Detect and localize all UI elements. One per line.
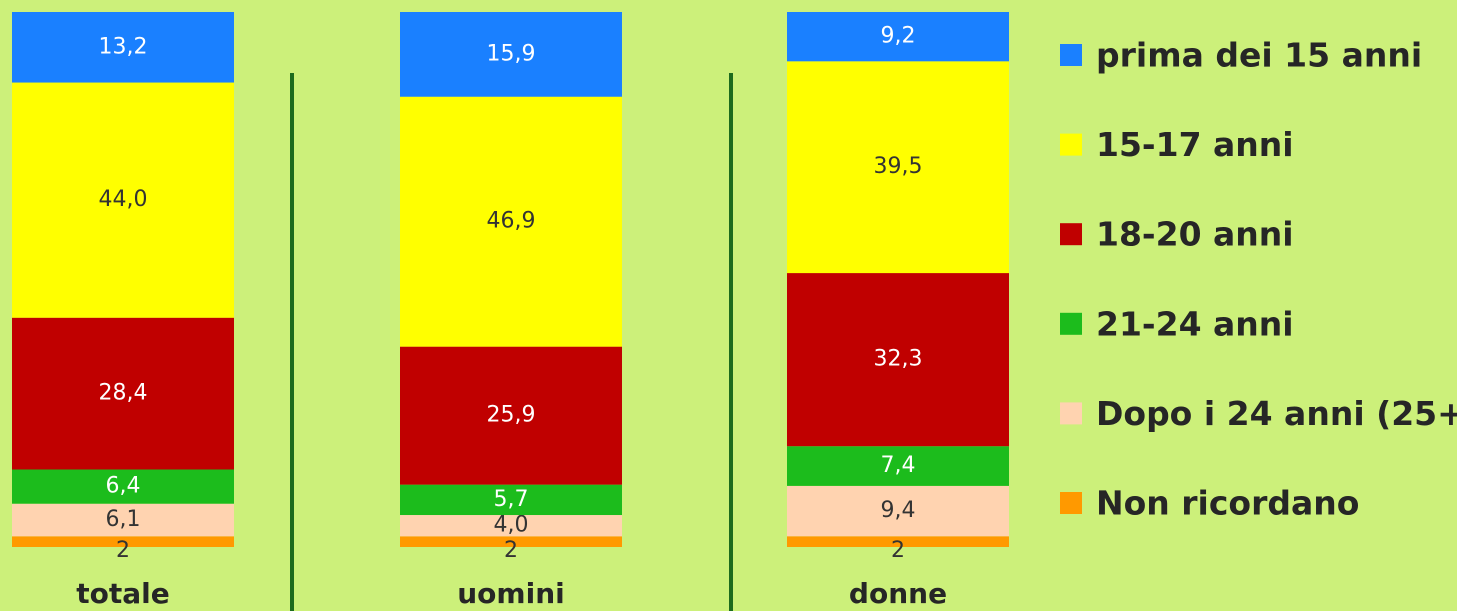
legend-label: Dopo i 24 anni (25+): [1096, 394, 1457, 433]
bar-segment: [787, 12, 1009, 62]
bar-segment: [12, 82, 234, 318]
value-label: 32,3: [874, 347, 923, 372]
bar-segment: [400, 12, 622, 97]
bar-segment: [12, 12, 234, 83]
bar-segment: [400, 536, 622, 547]
legend-swatch: [1060, 492, 1082, 514]
bar-segment: [12, 469, 234, 504]
legend-swatch: [1060, 223, 1082, 246]
value-label: 2: [891, 538, 905, 563]
legend-label: Non ricordano: [1096, 484, 1359, 523]
bar-segment: [400, 484, 622, 516]
value-label: 39,5: [874, 154, 923, 179]
value-label: 13,2: [99, 34, 148, 59]
value-label: 7,4: [881, 453, 916, 478]
legend-swatch: [1060, 133, 1082, 156]
value-label: 15,9: [487, 41, 536, 66]
legend-swatch: [1060, 402, 1082, 425]
bar-segment: [400, 515, 622, 537]
value-label: 2: [504, 538, 518, 563]
value-label: 25,9: [487, 403, 536, 428]
bar-segment: [400, 346, 622, 485]
bar-segment: [787, 61, 1009, 274]
bar-segment: [787, 536, 1009, 547]
bar-segment: [787, 446, 1009, 486]
value-label: 28,4: [99, 381, 148, 406]
value-label: 2: [116, 538, 130, 563]
legend-swatch: [1060, 312, 1082, 335]
bar-segment: [12, 536, 234, 547]
legend-label: prima dei 15 anni: [1096, 36, 1422, 75]
bar-segment: [400, 96, 622, 347]
bar-segment: [12, 317, 234, 470]
value-label: 9,2: [881, 24, 916, 49]
x-tick-label: uomini: [457, 577, 564, 610]
x-tick-label: totale: [76, 577, 170, 610]
legend-swatch: [1060, 44, 1082, 66]
value-label: 4,0: [494, 513, 529, 538]
legend-label: 18-20 anni: [1096, 215, 1294, 254]
value-label: 46,9: [487, 209, 536, 234]
bar-segment: [787, 485, 1009, 537]
legend-label: 21-24 anni: [1096, 304, 1294, 343]
value-label: 6,1: [106, 507, 141, 532]
value-label: 9,4: [881, 498, 916, 523]
bar-segment: [12, 503, 234, 537]
value-label: 6,4: [106, 474, 141, 499]
legend-label: 15-17 anni: [1096, 125, 1294, 164]
value-label: 44,0: [99, 187, 148, 212]
bar-segment: [787, 273, 1009, 447]
x-tick-label: donne: [849, 577, 947, 610]
value-label: 5,7: [494, 487, 529, 512]
